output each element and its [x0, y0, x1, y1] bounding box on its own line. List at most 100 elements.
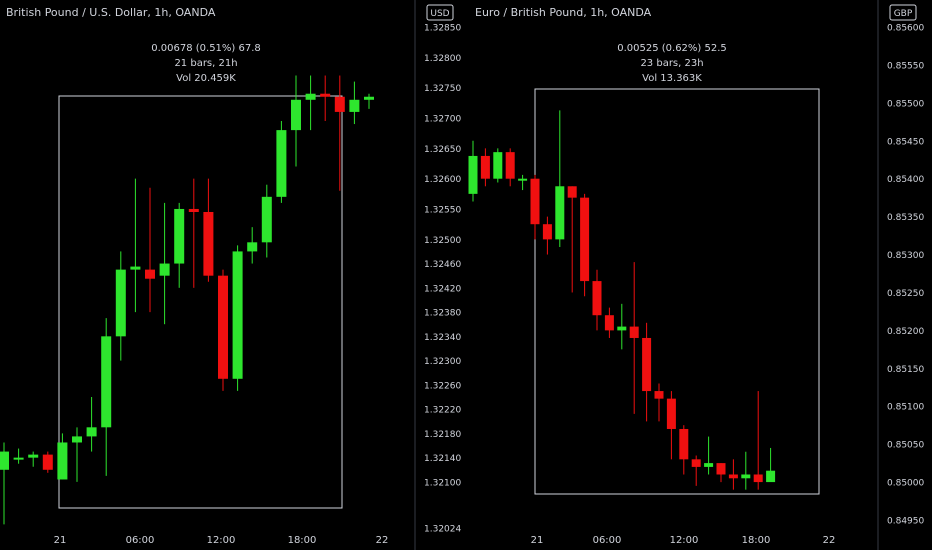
- candle: [174, 202, 185, 288]
- y-tick-label: 0.85500: [887, 99, 924, 109]
- measure-box[interactable]: [534, 88, 820, 495]
- y-tick-label: 0.85550: [887, 61, 924, 71]
- candle: [716, 463, 726, 483]
- candle-body: [145, 269, 155, 279]
- candle-body: [679, 428, 689, 460]
- candle: [145, 187, 155, 313]
- measure-volume: Vol 13.363K: [642, 73, 702, 84]
- x-tick-label: 22: [376, 535, 389, 546]
- y-tick-label: 1.32220: [424, 406, 461, 416]
- candle-body: [741, 474, 751, 479]
- candle: [654, 383, 664, 422]
- candle: [305, 75, 316, 131]
- x-tick-label: 12:00: [207, 535, 236, 546]
- y-tick-label: 0.85600: [887, 24, 924, 34]
- candle-body: [72, 436, 82, 443]
- y-tick-label: 1.32700: [424, 114, 461, 124]
- candle: [666, 391, 676, 460]
- candle-body: [468, 155, 478, 194]
- candle-body: [115, 269, 126, 337]
- candle: [57, 433, 68, 480]
- chart-panel-1: British Pound / U.S. Dollar, 1h, OANDA US…: [0, 0, 461, 550]
- y-tick-label: 0.85350: [887, 213, 924, 223]
- candle: [218, 269, 228, 391]
- currency-badge[interactable]: [889, 4, 917, 21]
- currency-label: GBP: [894, 9, 913, 19]
- candle: [364, 93, 374, 109]
- candle: [518, 174, 528, 191]
- candle: [334, 75, 345, 191]
- y-tick-label: 1.32140: [424, 454, 461, 464]
- candle-body: [604, 315, 614, 331]
- candle-body: [291, 99, 301, 131]
- candle: [28, 451, 39, 467]
- candle: [505, 148, 515, 187]
- candle: [13, 448, 24, 464]
- candle: [604, 307, 614, 338]
- candle-body: [642, 337, 652, 392]
- y-tick-label: 0.85100: [887, 403, 924, 413]
- candle: [261, 184, 272, 258]
- y-tick-label: 1.32380: [424, 309, 461, 319]
- candle-body: [261, 196, 272, 243]
- candle: [753, 391, 763, 490]
- measure-box[interactable]: [58, 95, 343, 509]
- candle: [232, 245, 243, 391]
- candle: [349, 81, 360, 125]
- candle-body: [203, 211, 214, 276]
- y-tick-label: 0.85000: [887, 479, 924, 489]
- y-tick-label: 0.84950: [887, 517, 924, 527]
- candle-body: [159, 263, 170, 276]
- y-tick-label: 1.32550: [424, 205, 461, 215]
- candle-body: [530, 178, 540, 225]
- candle: [188, 178, 199, 288]
- measure-volume: Vol 20.459K: [176, 73, 236, 84]
- y-tick-label: 1.32650: [424, 145, 461, 155]
- chart-panel-2: Euro / British Pound, 1h, OANDA GBP 0.8560…: [468, 0, 924, 550]
- candle: [0, 442, 9, 525]
- candle: [617, 303, 627, 350]
- y-tick-label: 0.85200: [887, 327, 924, 337]
- candle-body: [629, 326, 639, 338]
- candle: [679, 425, 689, 475]
- candle: [592, 269, 602, 331]
- candle-body: [716, 463, 726, 475]
- candle-body: [666, 398, 676, 429]
- candle-body: [349, 99, 360, 112]
- measure-change: 0.00678 (0.51%) 67.8: [151, 43, 261, 54]
- candle: [203, 178, 214, 282]
- candle-body: [592, 281, 602, 316]
- y-tick-label: 1.32850: [424, 24, 461, 34]
- candle: [580, 193, 590, 297]
- candle: [567, 186, 577, 293]
- y-tick-label: 1.32340: [424, 333, 461, 343]
- candle-body: [505, 152, 515, 179]
- candle: [642, 322, 652, 422]
- candle-body: [518, 178, 528, 181]
- measure-bars: 23 bars, 23h: [640, 58, 703, 69]
- candle: [704, 436, 714, 475]
- x-tick-label: 21: [54, 535, 67, 546]
- candle: [493, 148, 503, 183]
- candle-body: [542, 224, 552, 240]
- currency-badge[interactable]: [426, 4, 454, 21]
- y-tick-label: 0.85250: [887, 289, 924, 299]
- candle: [130, 178, 141, 313]
- x-tick-label: 18:00: [742, 535, 771, 546]
- candle: [480, 148, 490, 187]
- candle: [276, 121, 287, 203]
- candle-body: [704, 463, 714, 467]
- candle-body: [247, 242, 258, 252]
- y-tick-label: 1.32100: [424, 478, 461, 488]
- candle: [728, 459, 738, 490]
- candle: [86, 396, 97, 452]
- candle: [72, 427, 82, 482]
- candle-body: [580, 197, 590, 282]
- y-tick-label: 0.85050: [887, 441, 924, 451]
- candle-body: [276, 130, 287, 197]
- y-tick-label: 1.32800: [424, 54, 461, 64]
- candle-body: [654, 391, 664, 399]
- candle: [741, 451, 751, 490]
- measure-change: 0.00525 (0.62%) 52.5: [617, 43, 727, 54]
